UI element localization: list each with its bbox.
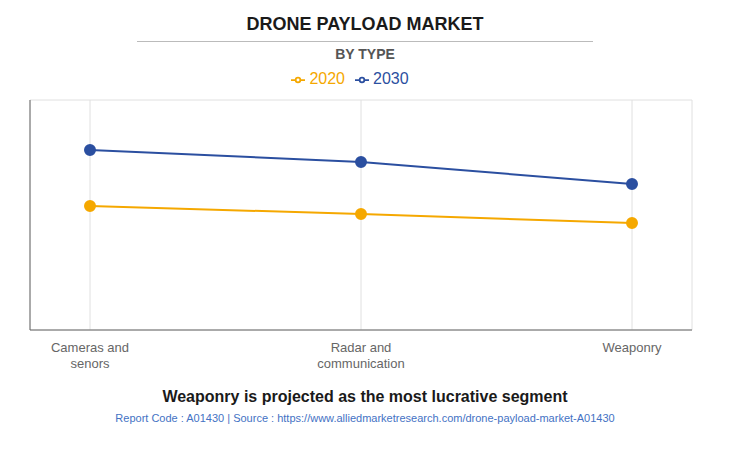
svg-text:Radar andcommunication: Radar andcommunication	[317, 340, 404, 371]
svg-text:Weaponry: Weaponry	[602, 340, 662, 355]
html-text:2020: 2020	[309, 70, 345, 87]
html-text:2030: 2030	[373, 70, 409, 87]
html-text:BY TYPE: BY TYPE	[335, 46, 395, 62]
html-text:DRONE PAYLOAD MARKET: DRONE PAYLOAD MARKET	[246, 14, 484, 34]
html-text:Weaponry is projected as the m: Weaponry is projected as the most lucrat…	[162, 388, 568, 405]
html-text:Report Code : A01430 | Source: Report Code : A01430 | Source : https://…	[115, 412, 615, 424]
svg-text:Cameras andsenors: Cameras andsenors	[51, 340, 129, 371]
